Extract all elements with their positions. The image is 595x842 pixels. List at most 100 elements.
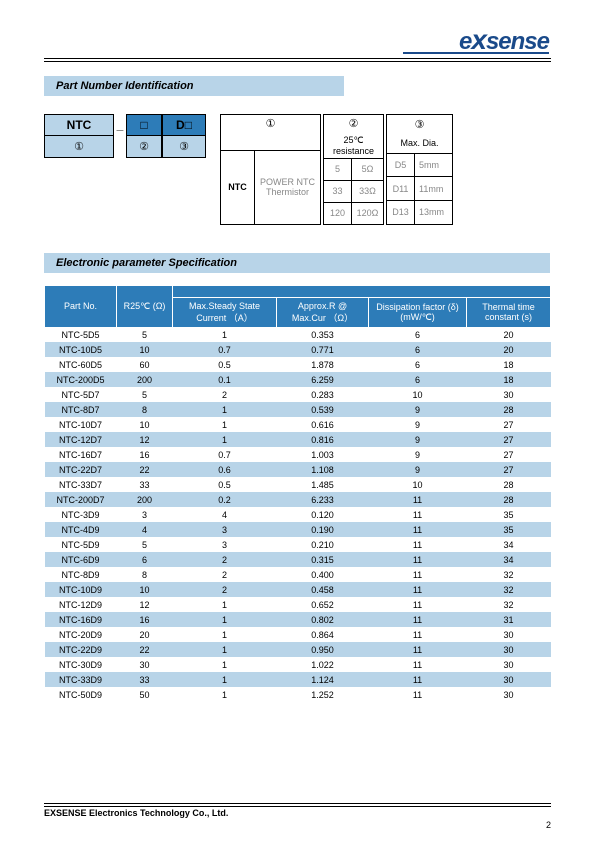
table-cell: 0.5 (173, 357, 277, 372)
table-cell: 0.283 (277, 387, 369, 402)
table-cell: 16 (117, 447, 173, 462)
table-cell: 8 (117, 567, 173, 582)
pni-table-3: ③ Max. Dia. D55mm D1111mm D1313mm (386, 114, 453, 225)
table-cell: 33 (117, 672, 173, 687)
table-cell: NTC-30D9 (45, 657, 117, 672)
table-cell: 1 (173, 612, 277, 627)
pni-table-1: ① NTC POWER NTC Thermistor (220, 114, 321, 225)
table-cell: NTC-10D9 (45, 582, 117, 597)
table-cell: 5 (117, 387, 173, 402)
table-cell: 27 (467, 462, 551, 477)
table-cell: 0.120 (277, 507, 369, 522)
table-cell: NTC-8D7 (45, 402, 117, 417)
table-cell: NTC-22D9 (45, 642, 117, 657)
table-cell: 0.400 (277, 567, 369, 582)
table-cell: 30 (117, 657, 173, 672)
header-rule-2 (44, 61, 551, 62)
table-cell: 30 (467, 687, 551, 702)
table-cell: 11 (369, 522, 467, 537)
spec-section: Electronic parameter Specification Part … (44, 253, 551, 703)
table-cell: NTC-20D9 (45, 627, 117, 642)
table-cell: 5 (117, 537, 173, 552)
logo-e: e (459, 28, 471, 55)
table-row: NTC-10D71010.616927 (45, 417, 551, 432)
table-row: NTC-200D52000.16.259618 (45, 372, 551, 387)
table-row: NTC-12D71210.816927 (45, 432, 551, 447)
spec-h-partno: Part No. (45, 285, 117, 327)
table-cell: 1 (173, 687, 277, 702)
table-cell: 32 (467, 582, 551, 597)
table-cell: 35 (467, 522, 551, 537)
table-cell: 30 (467, 642, 551, 657)
table-cell: NTC-60D5 (45, 357, 117, 372)
table-row: NTC-50D95011.2521130 (45, 687, 551, 702)
table-row: NTC-16D91610.8021131 (45, 612, 551, 627)
table-cell: 34 (467, 552, 551, 567)
table-cell: NTC-16D9 (45, 612, 117, 627)
pni-circ-2: ② (126, 136, 162, 158)
pni-t3-r0-a: D5 (387, 153, 415, 177)
table-cell: NTC-10D7 (45, 417, 117, 432)
pni-code-box: □ (126, 114, 162, 136)
pni-table-2: ② 25℃ resistance 55Ω 3333Ω 120120Ω (323, 114, 384, 225)
table-cell: NTC-12D7 (45, 432, 117, 447)
table-cell: 9 (369, 417, 467, 432)
table-cell: NTC-22D7 (45, 462, 117, 477)
part-number-section: Part Number Identification NTC _ □ D□ ① … (44, 76, 551, 225)
table-cell: 1 (173, 642, 277, 657)
table-cell: 10 (117, 417, 173, 432)
table-cell: 10 (117, 582, 173, 597)
table-cell: NTC-33D7 (45, 477, 117, 492)
table-cell: 11 (369, 657, 467, 672)
spec-table-body: NTC-5D5510.353620NTC-10D5100.70.771620NT… (45, 327, 551, 702)
pni-tables: ① NTC POWER NTC Thermistor ② 25℃ resista… (220, 114, 453, 225)
table-cell: 3 (173, 537, 277, 552)
table-cell: 6.233 (277, 492, 369, 507)
table-cell: NTC-200D7 (45, 492, 117, 507)
table-cell: 3 (117, 507, 173, 522)
footer-rule-1 (44, 803, 551, 804)
pni-t1-label: NTC (221, 151, 255, 225)
table-row: NTC-10D5100.70.771620 (45, 342, 551, 357)
table-cell: 50 (117, 687, 173, 702)
table-cell: 1.108 (277, 462, 369, 477)
table-cell: 3 (173, 522, 277, 537)
table-cell: 28 (467, 477, 551, 492)
table-cell: 1 (173, 402, 277, 417)
table-cell: NTC-6D9 (45, 552, 117, 567)
table-cell: 0.458 (277, 582, 369, 597)
table-cell: NTC-8D9 (45, 567, 117, 582)
logo-x: x (471, 24, 486, 55)
table-cell: 1 (173, 627, 277, 642)
table-cell: 1.022 (277, 657, 369, 672)
table-cell: 1 (173, 597, 277, 612)
table-row: NTC-33D7330.51.4851028 (45, 477, 551, 492)
table-cell: 1.485 (277, 477, 369, 492)
table-cell: 10 (117, 342, 173, 357)
pni-code-row: NTC _ □ D□ (44, 114, 206, 136)
table-cell: 0.315 (277, 552, 369, 567)
table-cell: 11 (369, 492, 467, 507)
table-cell: NTC-5D5 (45, 327, 117, 342)
table-row: NTC-5D7520.2831030 (45, 387, 551, 402)
table-row: NTC-6D9620.3151134 (45, 552, 551, 567)
footer-company: EXSENSE Electronics Technology Co., Ltd. (44, 808, 551, 818)
table-row: NTC-5D9530.2101134 (45, 537, 551, 552)
table-cell: 28 (467, 492, 551, 507)
table-cell: NTC-33D9 (45, 672, 117, 687)
pni-circ-row: ① ② ③ (44, 136, 206, 158)
table-row: NTC-5D5510.353620 (45, 327, 551, 342)
spec-table-wrap: Part No. R25℃ (Ω) Max.Steady State Curre… (44, 285, 551, 703)
table-cell: 4 (117, 522, 173, 537)
table-cell: 0.353 (277, 327, 369, 342)
table-cell: 6 (369, 372, 467, 387)
table-cell: 9 (369, 447, 467, 462)
table-cell: 8 (117, 402, 173, 417)
table-cell: 34 (467, 537, 551, 552)
logo-sense: sense (486, 28, 549, 55)
table-cell: 11 (369, 687, 467, 702)
table-cell: 0.616 (277, 417, 369, 432)
table-row: NTC-60D5600.51.878618 (45, 357, 551, 372)
pni-body: NTC _ □ D□ ① ② ③ ① NTC POWER NTC Thermis… (44, 114, 551, 225)
table-row: NTC-8D9820.4001132 (45, 567, 551, 582)
